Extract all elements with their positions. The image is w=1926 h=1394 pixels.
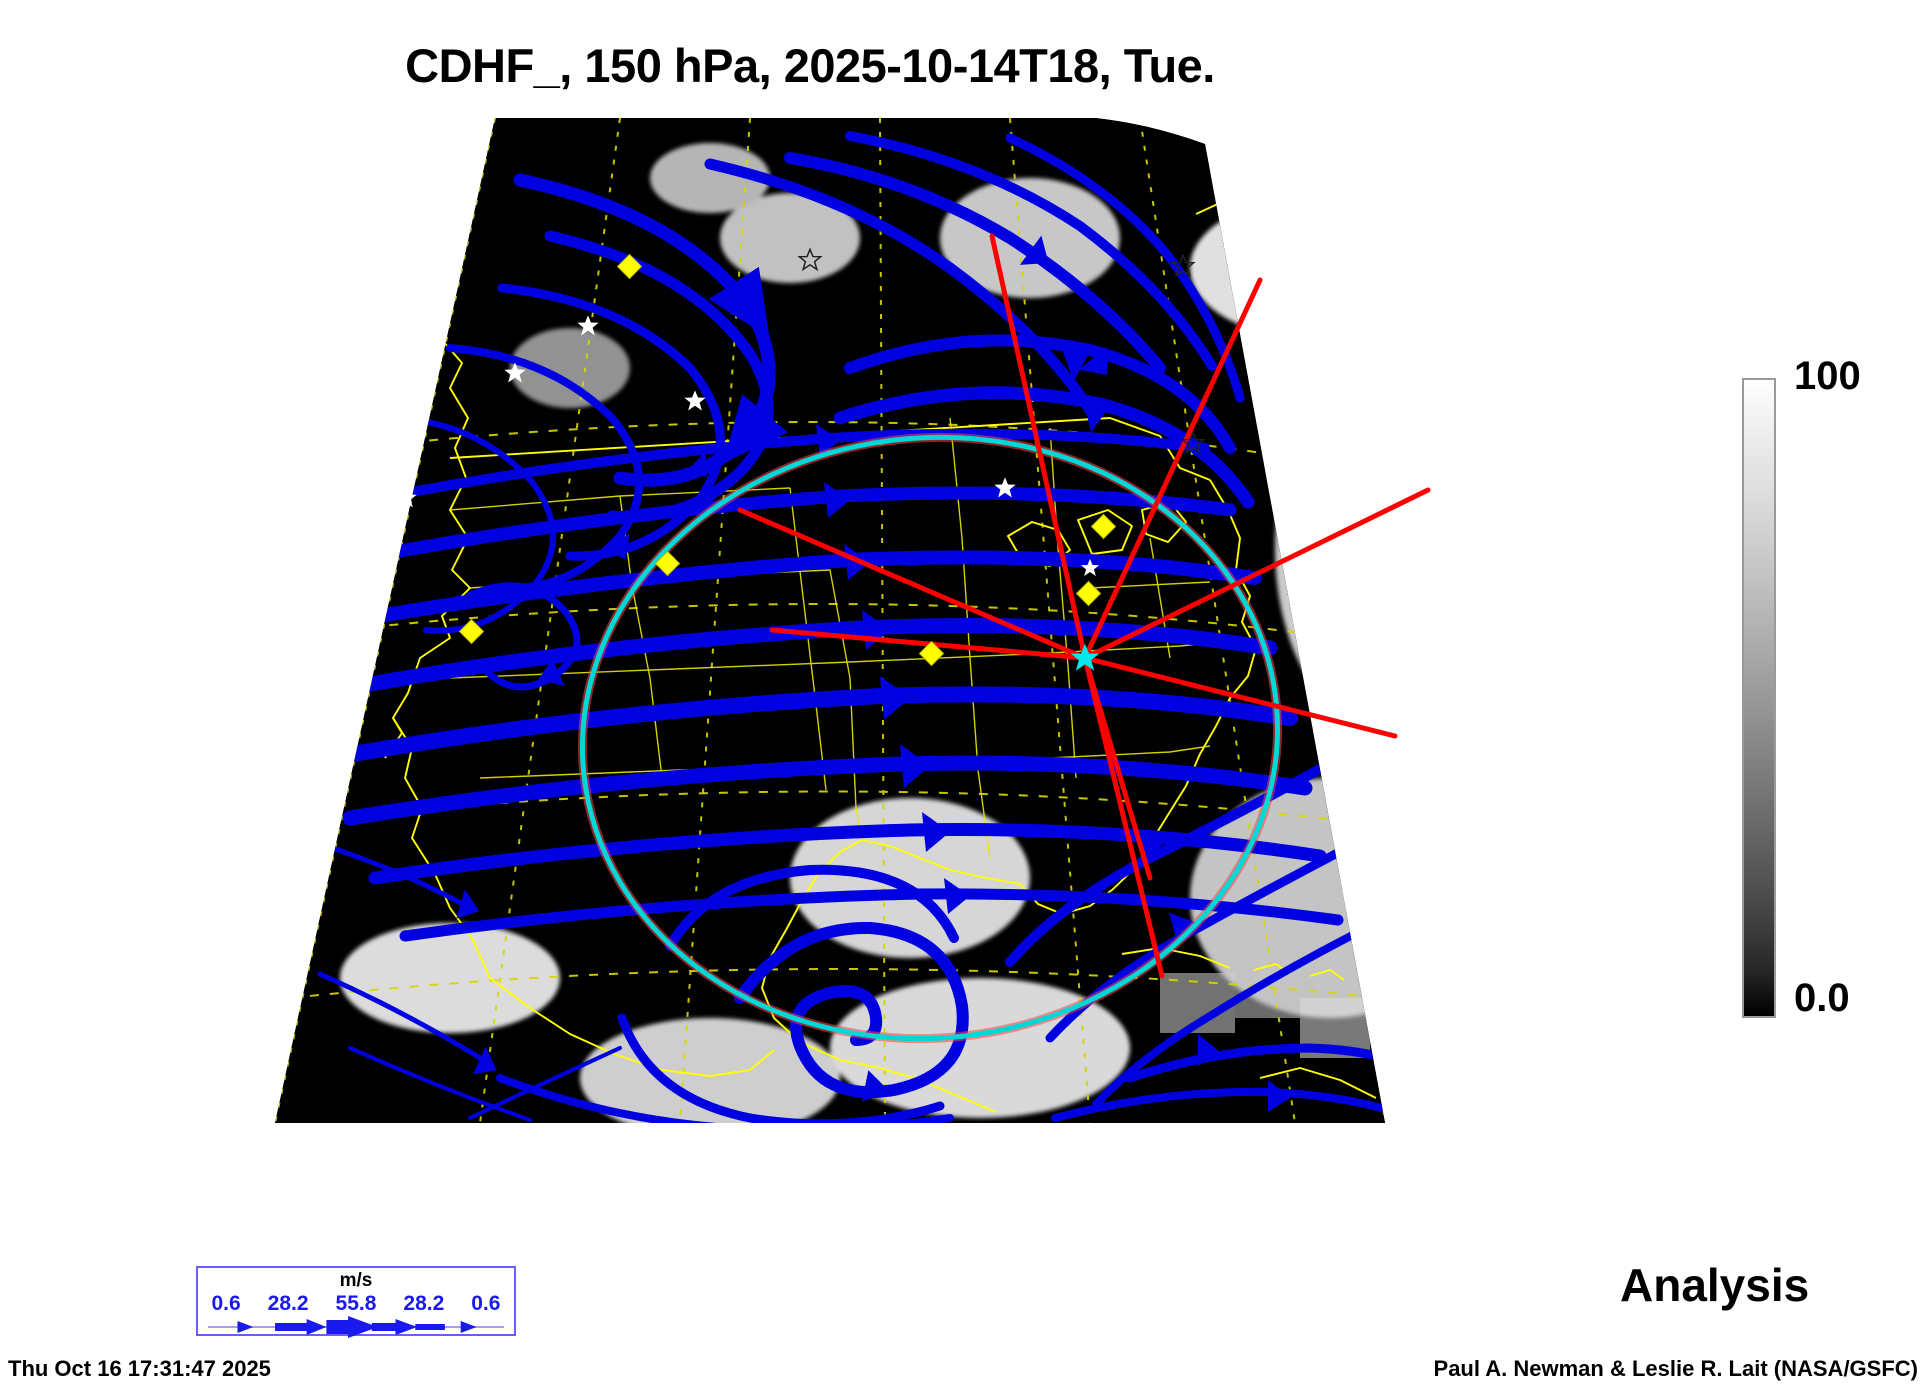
wind-arrow-scale [207,1316,505,1338]
wind-unit-label: m/s [339,1270,373,1291]
page-title: CDHF_, 150 hPa, 2025-10-14T18, Tue. [405,39,1215,92]
station-marker [684,390,706,411]
map-panel[interactable] [150,118,1570,1228]
map-canvas[interactable] [150,118,1570,1228]
station-marker [994,477,1016,498]
wind-value: 28.2 [403,1292,445,1315]
wind-value: 0.6 [211,1292,241,1315]
diamond-marker [458,618,485,645]
station-marker [577,315,599,336]
author-credit: Paul A. Newman & Leslie R. Lait (NASA/GS… [1433,1356,1918,1381]
center-marker-icon [1070,643,1100,671]
range-ring [577,432,1283,1044]
diamond-marker [1090,513,1117,540]
diamond-marker [918,640,945,667]
colorbar-min-label: 0.0 [1794,976,1850,1020]
colorbar-gradient [1742,378,1776,1018]
field-raster [275,118,1385,1123]
station-marker [1080,558,1100,577]
diamond-marker [616,253,643,280]
wind-speed-legend: m/s 0.6 28.2 55.8 28.2 0.6 [196,1266,516,1338]
wind-value: 28.2 [267,1292,309,1315]
diamond-marker [1075,580,1102,607]
colorbar-max-label: 100 [1794,354,1861,398]
station-marker-outline [1170,253,1196,278]
wind-value-labels: 0.6 28.2 55.8 28.2 0.6 [198,1292,514,1316]
station-marker [395,487,417,508]
colorbar[interactable]: 100 0.0 [1742,354,1922,1020]
station-marker-outline [1180,430,1206,455]
analysis-label: Analysis [1620,1259,1810,1311]
map-markers [395,247,1206,671]
station-marker [504,362,526,383]
wind-value: 0.6 [471,1292,501,1315]
station-marker-outline [797,247,823,272]
generation-timestamp: Thu Oct 16 17:31:47 2025 [8,1356,271,1381]
radial-spokes [737,233,1431,979]
diamond-marker [654,550,681,577]
wind-value: 55.8 [335,1292,377,1315]
